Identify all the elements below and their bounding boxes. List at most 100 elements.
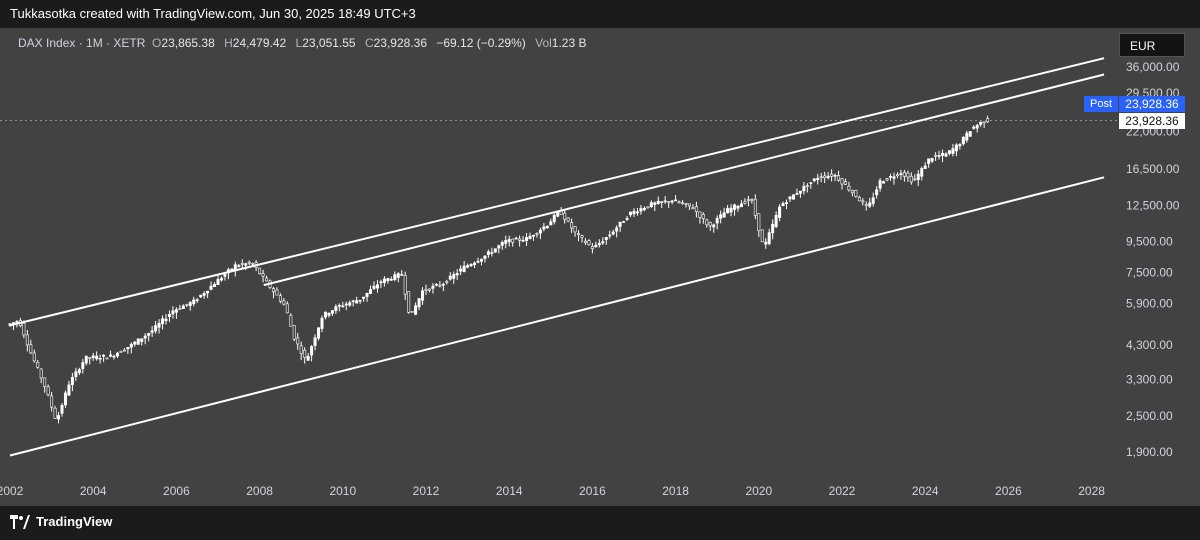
candle-body [379,281,383,284]
x-tick-label: 2008 [246,484,273,498]
candle-body [923,165,927,169]
change-value: −69.12 (−0.29%) [436,36,526,50]
open-label: O [152,36,162,50]
candle-body [975,124,979,129]
candle-body [618,221,622,227]
candle-body [552,214,556,223]
candle-body [469,264,473,267]
candle-body [195,299,199,302]
candle-body [441,283,445,286]
y-tick-label: 4,300.00 [1126,338,1173,352]
candle-body [899,173,903,175]
candle-body [32,352,36,362]
candle-body [292,325,296,340]
candle-body [466,265,470,268]
candle-body [122,349,126,352]
candle-body [414,305,418,315]
candle-body [518,238,522,241]
candle-body [188,302,192,307]
candle-body [583,240,587,244]
candle-body [424,288,428,291]
symbol-label[interactable]: DAX Index · 1M · XETR [18,36,146,50]
candle-body [781,203,785,207]
candle-body [105,357,109,360]
candle-body [958,144,962,147]
candle-body [136,338,140,345]
candle-body [167,314,171,317]
candle-body [968,131,972,137]
candle-body [115,352,119,357]
candle-body [36,362,40,368]
candle-body [341,305,345,308]
candle-body [885,178,889,181]
price-chart[interactable]: 36,000.0029,500.0022,000.0016,500.0012,5… [0,28,1200,506]
candle-body [611,231,615,235]
candle-body [216,279,220,285]
candle-body [563,212,567,220]
candle-body [431,285,435,289]
candle-body [389,279,393,281]
candle-body [805,185,809,187]
candle-body [240,263,244,265]
candle-body [459,268,463,272]
candle-body [407,291,411,313]
candle-body [705,219,709,226]
candle-body [635,211,639,214]
tradingview-logo[interactable]: TradingView [10,514,112,529]
candle-body [892,176,896,179]
candle-body [694,206,698,212]
candle-body [795,193,799,195]
post-price-badge: 23,928.36 [1119,96,1185,112]
candle-body [642,207,646,211]
candle-body [393,274,397,280]
candle-body [535,232,539,235]
trend-line [9,57,1105,327]
candle-body [739,203,743,208]
candle-body [452,274,456,279]
x-tick-label: 2006 [163,484,190,498]
candle-body [802,185,806,192]
candle-body [504,240,508,244]
chart-area[interactable] [0,28,1200,506]
candle-body [251,262,255,265]
candle-body [500,242,504,246]
candle-body [961,136,965,145]
candle-body [972,126,976,129]
candle-body [258,267,262,274]
candle-body [386,278,390,282]
candle-body [129,343,133,348]
candle-body [625,218,629,220]
candle-body [719,214,723,219]
candle-body [920,168,924,177]
candle-body [902,172,906,177]
candle-body [483,255,487,259]
candle-body [98,357,102,360]
candle-body [88,357,92,359]
candle-body [185,303,189,306]
candle-body [580,235,584,238]
candle-body [174,309,178,313]
candle-body [785,202,789,204]
candle-body [913,178,917,181]
candle-body [427,288,431,291]
x-tick-label: 2012 [413,484,440,498]
currency-selector[interactable]: EUR [1119,33,1185,57]
candle-body [344,303,348,306]
candle-body [403,275,407,295]
candle-body [375,284,379,289]
candle-body [109,354,113,357]
candle-body [965,132,969,141]
candle-body [906,172,910,178]
candle-body [511,238,515,243]
candle-body [840,178,844,185]
candle-body [421,290,425,301]
candle-body [29,344,33,354]
candle-body [95,355,99,360]
candle-body [788,196,792,200]
candle-body [767,232,771,244]
candle-body [362,296,366,299]
candle-body [622,221,626,223]
candle-body [947,150,951,154]
candle-body [282,300,286,305]
candle-body [850,190,854,194]
